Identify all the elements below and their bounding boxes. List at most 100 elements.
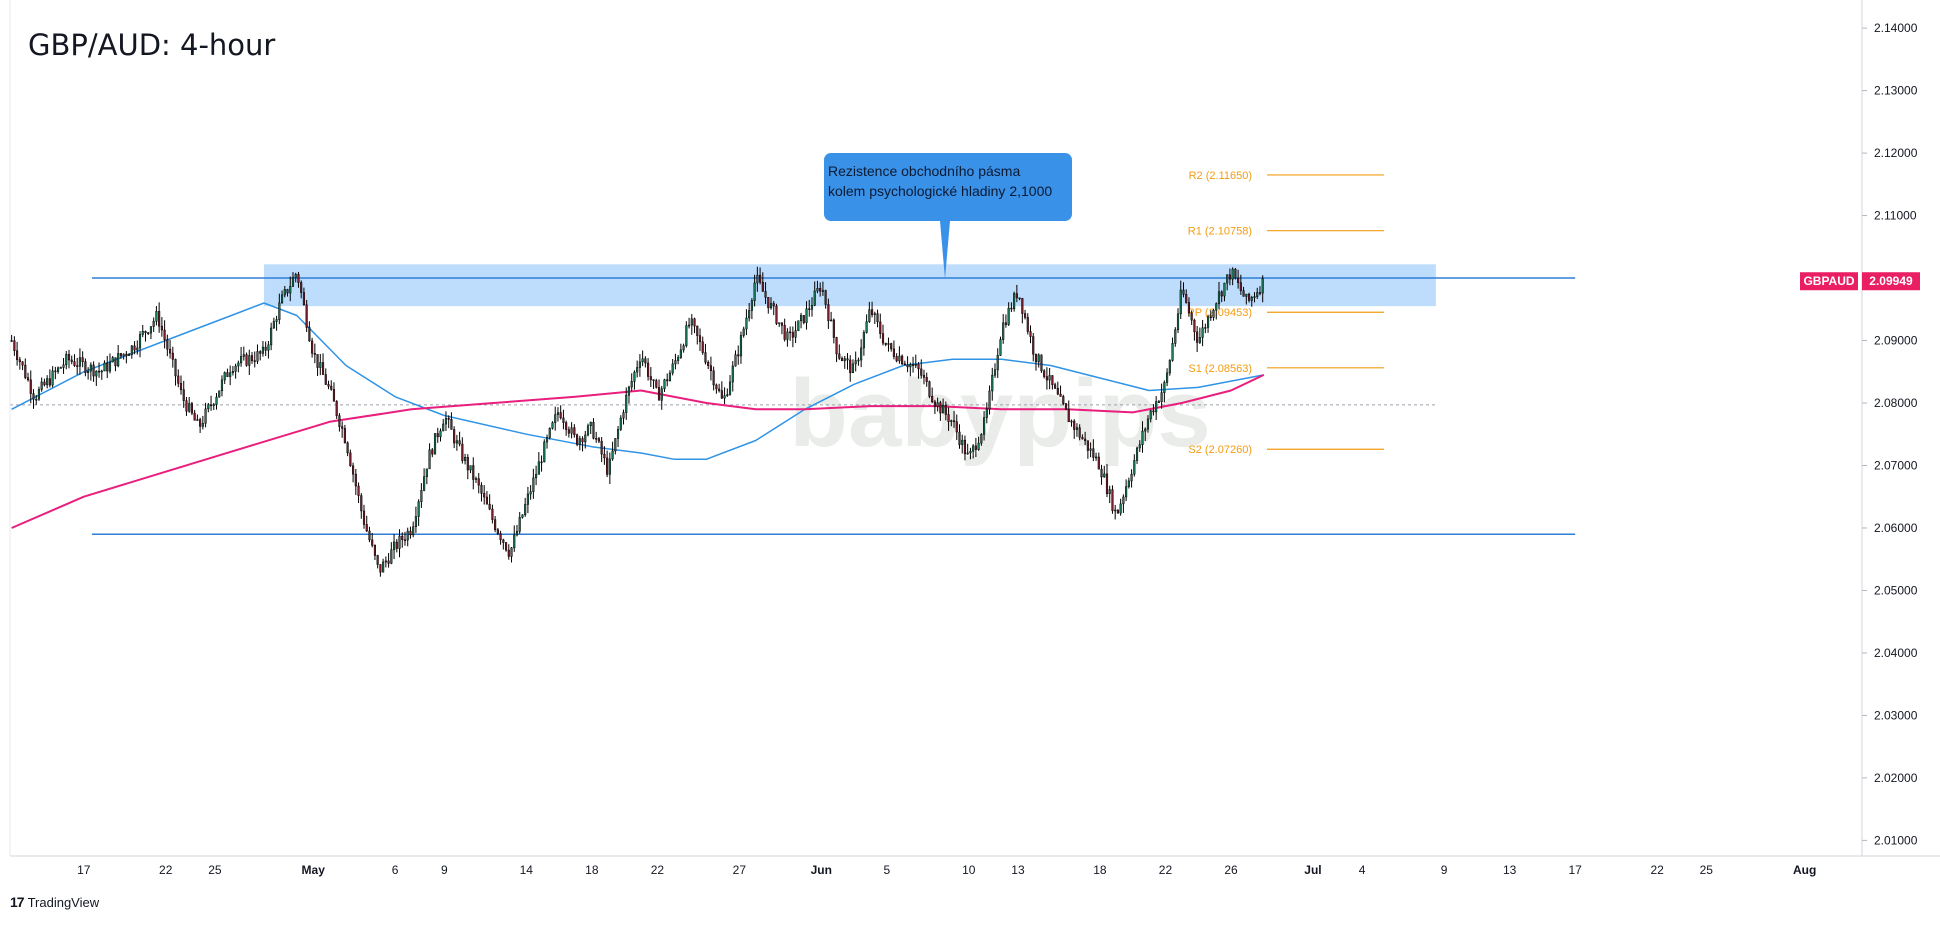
candle-down [1152, 410, 1155, 413]
candle-down [447, 418, 450, 420]
candle-down [696, 325, 699, 336]
candle-down [824, 290, 827, 305]
candle-up [799, 315, 803, 321]
candle-down [106, 362, 109, 372]
candle-down [171, 352, 174, 360]
x-tick-label: May [302, 863, 326, 877]
candle-down [371, 539, 374, 546]
candle-up [223, 372, 226, 381]
moving-average-fast-line [11, 302, 1264, 460]
tradingview-logo-icon: 17 [10, 894, 25, 910]
annotation-line-1: Rezistence obchodního pásma [828, 163, 1021, 179]
candle-down [286, 289, 289, 294]
candle-down [772, 303, 775, 307]
candle-down [114, 357, 117, 367]
candle-up [248, 355, 251, 366]
candle-up [1256, 292, 1259, 297]
x-tick-label: Jun [811, 863, 832, 877]
candle-up [543, 441, 546, 463]
candle-down [341, 426, 344, 429]
x-tick-label: 4 [1359, 863, 1366, 877]
candle-down [499, 533, 502, 541]
candle-down [881, 333, 885, 344]
candle-up [1149, 410, 1152, 420]
candle-down [802, 315, 805, 323]
candle-down [461, 443, 464, 461]
candle-down [922, 375, 926, 378]
pivot-label: R2 (2.11650) [1189, 170, 1252, 182]
candle-up [1261, 278, 1264, 294]
candle-up [1119, 503, 1122, 514]
candle-down [373, 545, 377, 556]
candle-up [234, 365, 237, 372]
candle-up [535, 474, 538, 479]
candle-down [1015, 293, 1018, 299]
candle-up [136, 347, 139, 351]
candle-down [1193, 319, 1196, 333]
candle-down [502, 539, 505, 543]
candle-up [1212, 309, 1215, 318]
candle-down [311, 340, 314, 354]
candle-up [1176, 313, 1180, 330]
candle-down [1059, 393, 1062, 397]
candle-up [851, 363, 855, 374]
candle-down [1190, 312, 1193, 321]
candle-up [1130, 473, 1133, 482]
candle-up [1114, 509, 1117, 512]
tradingview-branding[interactable]: 17 TradingView [10, 894, 99, 910]
candle-up [1171, 343, 1174, 361]
candle-down [1209, 316, 1212, 318]
candle-up [444, 418, 448, 425]
candle-up [630, 381, 633, 388]
candle-up [690, 318, 693, 326]
candle-up [862, 332, 865, 349]
candle-up [1163, 382, 1166, 393]
candle-down [1100, 468, 1103, 478]
candle-up [1127, 480, 1130, 487]
candle-up [1075, 427, 1079, 430]
candle-up [100, 370, 103, 373]
candle-down [652, 379, 655, 381]
candle-up [728, 381, 732, 395]
candle-down [1185, 294, 1188, 303]
candle-up [589, 422, 592, 427]
candle-down [931, 396, 934, 403]
candle-down [1051, 375, 1054, 385]
candle-down [409, 530, 412, 536]
candle-up [991, 374, 994, 392]
candle-down [362, 510, 366, 525]
candle-down [496, 529, 499, 534]
candle-down [144, 331, 147, 333]
x-tick-label: 26 [1224, 863, 1238, 877]
candle-up [425, 468, 428, 477]
candle-down [401, 535, 404, 541]
candle-up [551, 422, 554, 429]
price-tag-price-bg [1862, 272, 1920, 291]
candle-down [185, 400, 188, 412]
candle-up [398, 535, 401, 549]
candle-up [750, 300, 753, 311]
candle-up [671, 363, 674, 374]
candle-down [163, 329, 166, 340]
candle-down [737, 354, 740, 357]
candle-up [433, 433, 437, 455]
candle-down [1054, 384, 1057, 389]
candle-up [753, 282, 756, 301]
candle-down [1032, 336, 1035, 355]
candle-down [253, 360, 256, 362]
candle-up [414, 516, 417, 527]
pivot-label: S1 (2.08563) [1188, 363, 1252, 375]
candle-up [638, 361, 641, 368]
annotation-callout: Rezistence obchodního pásma kolem psycho… [824, 153, 1072, 279]
candle-down [494, 519, 497, 530]
candle-down [655, 380, 658, 388]
candle-down [963, 439, 967, 455]
candle-down [840, 358, 844, 362]
candle-up [887, 343, 890, 345]
candle-down [305, 304, 308, 328]
candle-up [1201, 327, 1204, 338]
candle-up [1166, 372, 1169, 383]
candle-up [218, 390, 221, 398]
candle-down [698, 335, 702, 343]
candle-down [81, 357, 84, 362]
